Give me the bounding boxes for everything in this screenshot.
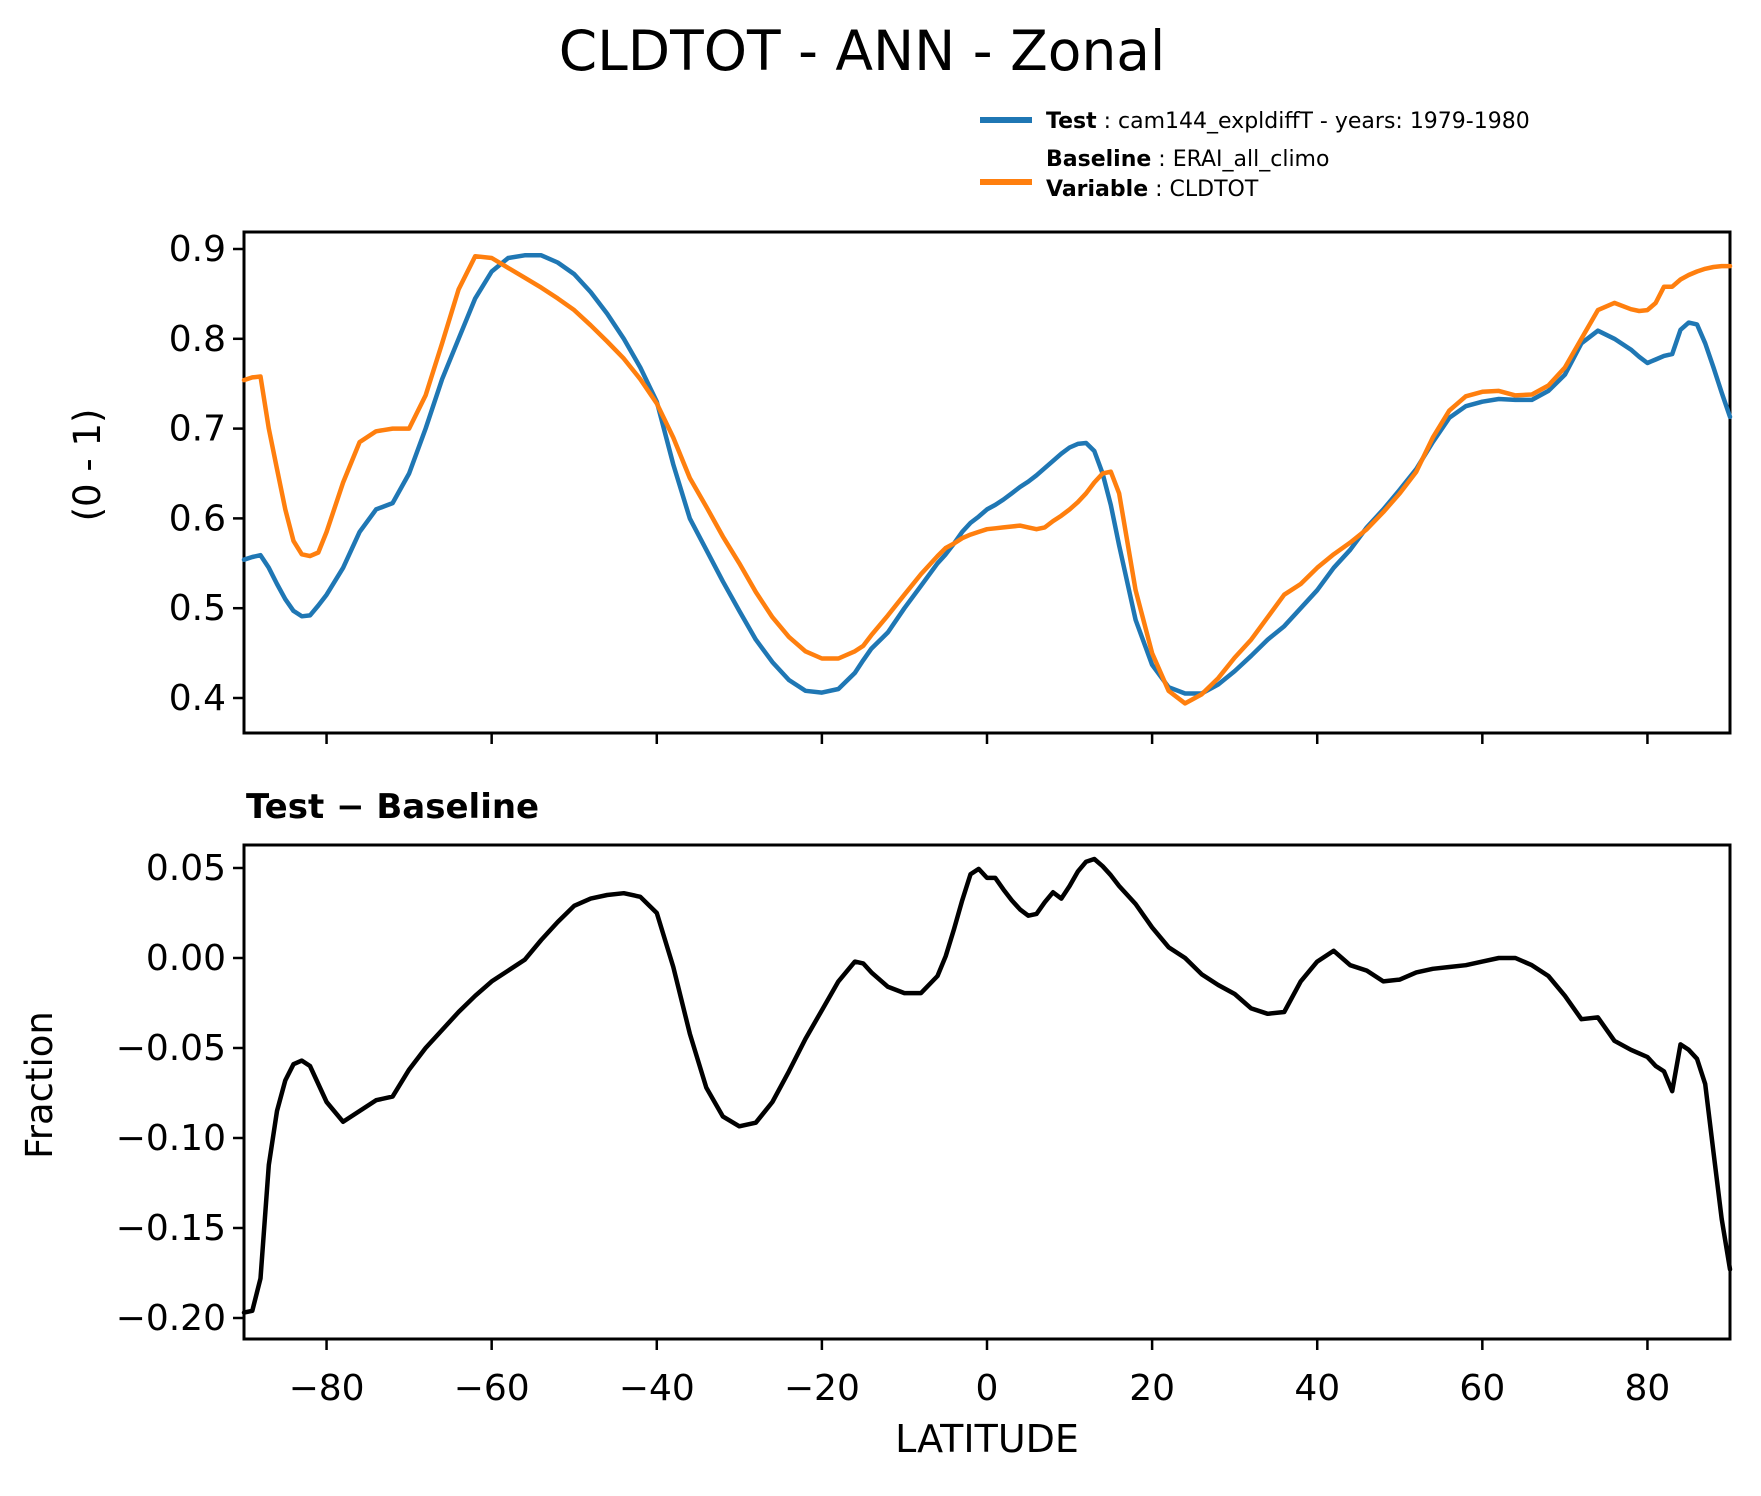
top-y-tick-label: 0.5 [169, 588, 226, 629]
bottom-y-tick-label: 0.00 [146, 938, 226, 979]
axes-layer: −80 −60 −40 −20 0 20 40 60 80 0.9 0.8 0.7 0.6 0.5 0.4 0… [116, 229, 1732, 1409]
x-tick-label: −20 [784, 1368, 860, 1409]
top-panel-frame [242, 230, 1732, 735]
baseline-line [241, 253, 1733, 706]
top-y-tick-label: 0.7 [169, 409, 226, 450]
legend-baseline-label: Baseline : ERAI_all_climo [1046, 147, 1329, 172]
top-y-tick-label: 0.9 [169, 229, 226, 270]
legend: Test : cam144_expldiffT - years: 1979-19… [980, 109, 1530, 202]
bottom-y-tick-label: −0.10 [116, 1118, 226, 1159]
x-tick-label: 80 [1625, 1368, 1671, 1409]
x-tick-label: −60 [454, 1368, 530, 1409]
x-tick-label: −80 [289, 1368, 365, 1409]
test-line [241, 253, 1733, 696]
legend-variable-label: Variable : CLDTOT [1046, 177, 1259, 202]
legend-test-rest: : cam144_expldiffT - years: 1979-1980 [1097, 109, 1530, 134]
legend-baseline-bold: Baseline [1046, 147, 1151, 172]
chart-title: CLDTOT - ANN - Zonal [559, 19, 1166, 83]
bottom-y-tick-label: −0.20 [116, 1298, 226, 1339]
bottom-y-tick-label: −0.15 [116, 1208, 226, 1249]
diff-line [241, 856, 1733, 1315]
x-tick-label: 0 [976, 1368, 999, 1409]
series-layer [241, 253, 1733, 1315]
bottom-y-axis-label: Fraction [18, 1011, 61, 1159]
x-tick-label: 60 [1459, 1368, 1505, 1409]
top-y-tick-label: 0.6 [169, 498, 226, 539]
x-tick-label: 20 [1129, 1368, 1175, 1409]
top-y-axis-label: (0 - 1) [66, 409, 109, 522]
legend-variable-rest: : CLDTOT [1148, 177, 1259, 202]
bottom-y-tick-label: −0.05 [116, 1028, 226, 1069]
legend-baseline-rest: : ERAI_all_climo [1151, 147, 1329, 172]
bottom-y-tick-label: 0.05 [146, 848, 226, 889]
legend-test-label: Test : cam144_expldiffT - years: 1979-19… [1046, 109, 1530, 134]
top-y-tick-label: 0.8 [169, 319, 226, 360]
x-tick-label: −40 [619, 1368, 695, 1409]
x-axis-label: LATITUDE [895, 1417, 1079, 1461]
legend-variable-bold: Variable [1046, 177, 1148, 202]
legend-test-bold: Test [1046, 109, 1097, 134]
bottom-panel-frame [242, 843, 1732, 1341]
x-tick-label: 40 [1294, 1368, 1340, 1409]
top-y-tick-label: 0.4 [169, 678, 226, 719]
diff-subtitle: Test − Baseline [246, 787, 539, 827]
